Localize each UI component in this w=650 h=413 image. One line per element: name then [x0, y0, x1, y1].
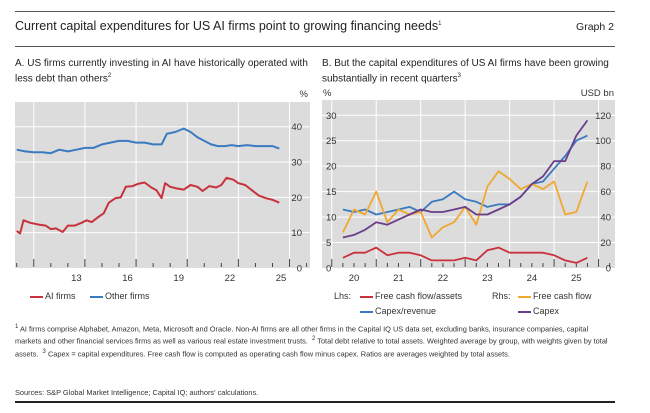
panel-b-left-tick-label: 5	[326, 238, 331, 249]
panel-b-left-tick-label: 10	[326, 213, 337, 224]
title-rule	[15, 46, 615, 47]
panel-a-y-tick-label: 0	[297, 264, 302, 275]
legend-b-fcf-assets: Free cash flow/assets	[360, 291, 462, 301]
panel-b-left-tick-label: 20	[326, 162, 337, 173]
panel-b-x-tick-label: 24	[527, 273, 538, 284]
panel-a-title: A. US firms currently investing in AI ha…	[15, 58, 308, 85]
legend-swatch	[30, 295, 43, 298]
panel-b-left-tick-label: 30	[326, 111, 337, 122]
panel-a-x-tick-label: 22	[225, 273, 236, 284]
panel-a-y-tick-label: 40	[291, 122, 302, 133]
panel-a-x-tick-label: 19	[173, 273, 184, 284]
bottom-rule	[15, 401, 615, 403]
footnotes: 1 AI firms comprise Alphabet, Amazon, Me…	[15, 324, 608, 359]
panel-a-series-other-firms	[16, 127, 280, 155]
legend-swatch	[360, 310, 373, 313]
legend-a-other-firms: Other firms	[90, 291, 150, 301]
panel-b-left-tick-label: 15	[326, 187, 337, 198]
panel-b-right-tick-label: 60	[600, 187, 611, 198]
sources: Sources: S&P Global Market Intelligence;…	[15, 388, 259, 397]
panel-b-right-tick-label: 0	[606, 264, 611, 275]
panel-b-right-tick-label: 20	[600, 238, 611, 249]
legend-a-ai-firms: AI firms	[30, 291, 76, 301]
legend-b-fcf: Free cash flow	[518, 291, 592, 301]
panel-b-right-tick-label: 100	[595, 136, 611, 147]
chart-area: 13 16 19 22 25 0 10 20 30 40% 20 21 22 23 24 25 0 5 10 15 20…	[15, 88, 615, 284]
panel-a-y-tick-label: 30	[291, 158, 302, 169]
panel-a-y-tick-label: 20	[291, 193, 302, 204]
legend-swatch	[90, 295, 103, 298]
panel-b-x-tick-label: 21	[393, 273, 404, 284]
panel-a-series-ai-firms	[16, 176, 280, 235]
graph-number: Graph 2	[576, 21, 614, 33]
panel-b-title: B. But the capital expenditures of US AI…	[322, 58, 609, 85]
top-rule	[15, 11, 615, 12]
panel-b-right-tick-label: 80	[600, 162, 611, 173]
panel-b-plot-background	[322, 100, 615, 268]
panel-a-y-unit: %	[300, 89, 309, 100]
panel-b-left-tick-label: 25	[326, 136, 337, 147]
panel-a-y-tick-label: 10	[291, 228, 302, 239]
graph-title: Current capital expenditures for US AI f…	[15, 19, 442, 33]
legend-b-lhs-label: Lhs:	[334, 291, 352, 301]
panel-b-left-unit: %	[323, 88, 332, 99]
panel-a-plot-background	[15, 102, 310, 268]
panel-b-x-tick-label: 25	[571, 273, 582, 284]
legend-swatch	[518, 295, 531, 298]
panel-b-right-tick-label: 120	[595, 111, 611, 122]
panel-b-series-capex	[342, 119, 589, 239]
panel-b-x-tick-label: 20	[349, 273, 360, 284]
panel-b-right-unit: USD bn	[581, 88, 614, 99]
panel-a-x-tick-label: 16	[122, 273, 133, 284]
legend-b-rhs-label: Rhs:	[492, 291, 511, 301]
legend-b-capex-revenue: Capex/revenue	[360, 306, 436, 316]
legend-swatch	[518, 310, 531, 313]
panel-b-x-tick-label: 22	[438, 273, 449, 284]
panel-b-left-tick-label: 0	[326, 264, 331, 275]
legend-swatch	[360, 295, 373, 298]
panel-b-x-tick-label: 23	[482, 273, 493, 284]
legend-b-capex: Capex	[518, 306, 559, 316]
panel-a-x-tick-label: 25	[276, 273, 287, 284]
panel-b-right-tick-label: 40	[600, 213, 611, 224]
panel-b-series-free-cash-flow-assets	[342, 246, 588, 264]
panel-a-x-tick-label: 13	[71, 273, 82, 284]
